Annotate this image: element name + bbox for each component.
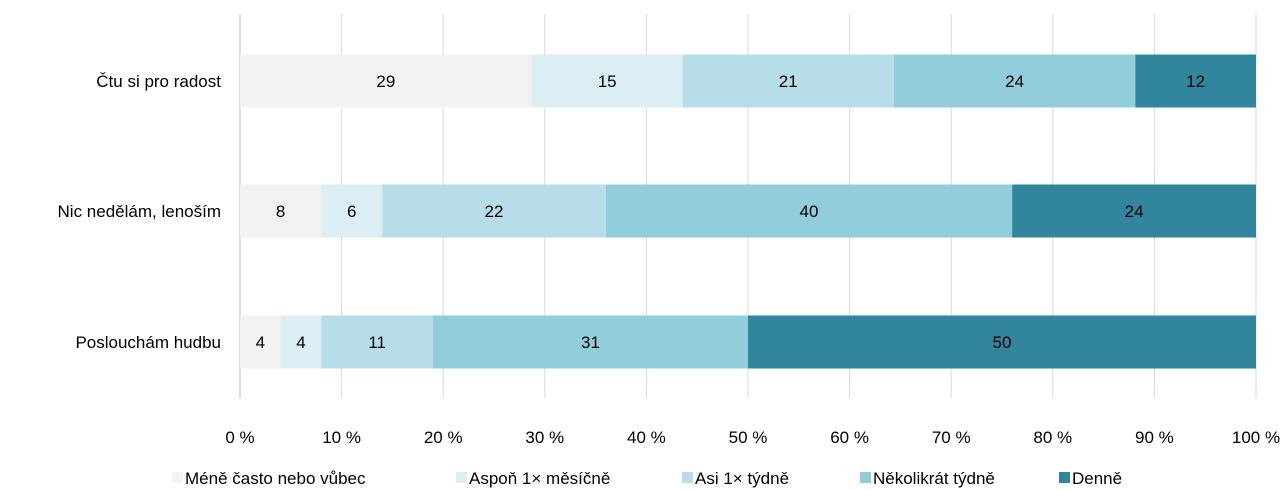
bar-segment (605, 184, 1013, 238)
x-tick-label: 30 % (525, 428, 564, 447)
legend-label: Asi 1× týdně (695, 469, 789, 488)
data-label: 22 (485, 202, 504, 221)
bar-segment (321, 184, 383, 238)
data-label: 40 (799, 202, 818, 221)
bar-segment (240, 184, 322, 238)
x-tick-label: 60 % (830, 428, 869, 447)
x-tick-label: 0 % (225, 428, 254, 447)
legend: Méně často nebo vůbec Aspoň 1× měsíčně Asi… (172, 469, 1122, 488)
x-tick-label: 20 % (424, 428, 463, 447)
x-tick-label: 100 % (1232, 428, 1280, 447)
data-label: 4 (256, 333, 265, 352)
bar-segment (240, 315, 281, 369)
legend-swatch (456, 472, 467, 483)
category-label: Poslouchám hudbu (75, 333, 221, 352)
bar-segment (240, 54, 532, 108)
category-label: Čtu si pro radost (96, 72, 221, 91)
bar-segment (321, 315, 434, 369)
data-label: 50 (993, 333, 1012, 352)
bar-segment (382, 184, 606, 238)
x-tick-label: 90 % (1135, 428, 1174, 447)
data-label: 29 (376, 72, 395, 91)
category-label: Nic nedělám, lenoším (58, 202, 221, 221)
x-tick-labels: 0 % 10 % 20 % 30 % 40 % 50 % 60 % 70 % 80 % 90 % 1… (225, 428, 1280, 447)
x-tick-label: 80 % (1033, 428, 1072, 447)
category-labels: Čtu si pro radost Nic nedělám, lenoším Pos… (58, 72, 222, 352)
data-label: 12 (1186, 72, 1205, 91)
bar-segment (433, 315, 748, 369)
data-label: 24 (1125, 202, 1144, 221)
legend-label: Několikrát týdně (873, 469, 995, 488)
x-tick-label: 40 % (627, 428, 666, 447)
x-tick-label: 10 % (322, 428, 361, 447)
legend-label: Aspoň 1× měsíčně (469, 469, 610, 488)
data-label: 21 (779, 72, 798, 91)
bar-segment (682, 54, 894, 108)
bar-segment (893, 54, 1136, 108)
bar-segment (748, 315, 1256, 369)
legend-swatch (172, 472, 183, 483)
data-label: 31 (581, 333, 600, 352)
data-label: 6 (347, 202, 356, 221)
data-label: 15 (598, 72, 617, 91)
bar-segment (1012, 184, 1256, 238)
data-label: 4 (296, 333, 305, 352)
x-tick-label: 50 % (729, 428, 768, 447)
legend-swatch (1059, 472, 1070, 483)
x-tick-label: 70 % (932, 428, 971, 447)
bar-segment (280, 315, 322, 369)
data-label: 24 (1005, 72, 1024, 91)
data-label: 11 (368, 333, 386, 352)
legend-swatch (860, 472, 871, 483)
bar-segment (531, 54, 683, 108)
legend-swatch (682, 472, 693, 483)
legend-label: Denně (1072, 469, 1122, 488)
bar-segment (1135, 54, 1256, 108)
bars: 29 15 21 24 12 8 6 22 40 24 4 4 11 31 50 (240, 54, 1256, 369)
data-label: 8 (276, 202, 285, 221)
legend-label: Méně často nebo vůbec (185, 469, 366, 488)
